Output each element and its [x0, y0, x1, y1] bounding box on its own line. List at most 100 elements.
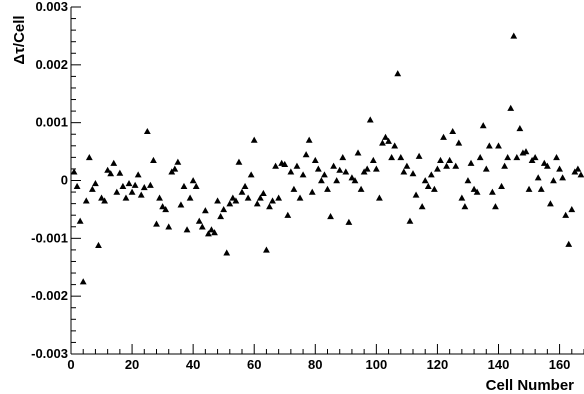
data-points — [70, 32, 584, 285]
data-point — [137, 191, 145, 198]
data-point — [229, 194, 237, 201]
data-point — [516, 125, 524, 132]
data-point — [391, 142, 399, 149]
data-point — [559, 174, 567, 181]
data-point — [186, 194, 194, 201]
data-point — [531, 153, 539, 161]
data-point — [550, 177, 557, 184]
data-point — [476, 153, 484, 161]
data-point — [113, 188, 121, 195]
data-point — [293, 162, 301, 169]
data-point — [143, 127, 151, 135]
data-point — [110, 159, 118, 166]
data-point — [104, 166, 112, 173]
data-point — [162, 206, 170, 213]
x-tick-label: 100 — [366, 357, 388, 372]
data-point — [345, 218, 353, 225]
data-point — [159, 203, 167, 210]
data-point — [488, 188, 496, 195]
data-point — [198, 223, 206, 230]
data-point — [482, 165, 490, 172]
data-point — [174, 158, 182, 165]
data-point — [302, 151, 310, 158]
data-point — [473, 188, 481, 195]
data-point — [189, 177, 197, 184]
data-point — [443, 162, 450, 169]
data-point — [543, 162, 551, 169]
data-point — [366, 116, 374, 123]
x-tick-label: 160 — [549, 357, 571, 372]
data-point — [247, 171, 255, 178]
data-point — [577, 171, 584, 178]
data-point — [348, 174, 356, 181]
data-point — [232, 197, 240, 204]
data-point — [553, 153, 560, 161]
data-point — [101, 197, 108, 204]
data-point — [501, 162, 509, 169]
data-point — [434, 165, 441, 172]
y-tick-label: 0.003 — [35, 0, 68, 14]
data-point — [296, 194, 304, 201]
data-point — [70, 168, 78, 175]
data-point — [440, 133, 447, 140]
data-point — [452, 162, 460, 169]
data-point — [547, 200, 554, 207]
data-point — [180, 182, 188, 190]
data-point — [339, 153, 347, 161]
data-point — [125, 179, 133, 187]
data-point — [275, 194, 283, 201]
data-point — [217, 212, 225, 220]
data-point — [467, 159, 475, 166]
data-point — [241, 182, 249, 190]
x-tick-label: 60 — [247, 357, 261, 372]
data-point — [388, 153, 396, 161]
data-point — [427, 171, 435, 178]
x-axis-title: Cell Number — [486, 377, 575, 394]
data-point — [333, 177, 341, 184]
data-point — [153, 220, 160, 227]
data-point — [556, 165, 563, 172]
data-point — [461, 203, 469, 210]
data-point — [150, 156, 157, 163]
data-point — [131, 181, 139, 188]
data-point — [116, 169, 124, 176]
data-point — [330, 162, 338, 169]
data-point — [205, 230, 212, 237]
data-point — [284, 211, 292, 218]
data-point — [376, 194, 383, 201]
data-point — [470, 185, 478, 192]
data-point — [82, 197, 90, 204]
data-point — [415, 152, 423, 159]
data-point — [107, 170, 115, 177]
data-point — [250, 136, 258, 143]
data-point — [299, 171, 307, 178]
data-point — [418, 203, 426, 210]
data-point — [308, 188, 316, 195]
data-point — [220, 206, 228, 213]
data-point — [165, 223, 173, 230]
data-point — [317, 177, 325, 184]
data-point — [485, 142, 493, 149]
data-point — [146, 181, 154, 188]
data-point — [226, 200, 234, 207]
data-point — [372, 165, 380, 172]
data-point — [562, 211, 570, 218]
data-point — [119, 182, 127, 190]
data-point — [342, 168, 350, 175]
data-point — [311, 156, 319, 163]
data-point — [525, 185, 533, 192]
x-tick-label: 120 — [427, 357, 449, 372]
data-point — [235, 158, 243, 165]
data-point — [98, 194, 105, 201]
data-point — [507, 104, 515, 111]
ticks — [70, 6, 584, 355]
data-point — [574, 165, 582, 172]
data-point — [498, 182, 505, 190]
data-point — [76, 217, 84, 224]
y-tick-label: 0.002 — [35, 57, 68, 72]
data-point — [321, 171, 328, 178]
data-point — [540, 159, 548, 166]
data-point — [455, 139, 463, 146]
data-point — [177, 201, 185, 208]
data-point — [464, 177, 472, 184]
